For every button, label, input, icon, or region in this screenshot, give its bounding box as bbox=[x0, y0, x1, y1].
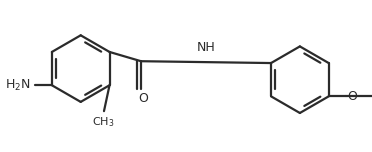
Text: H$_2$N: H$_2$N bbox=[5, 78, 31, 93]
Text: CH$_3$: CH$_3$ bbox=[92, 115, 114, 129]
Text: O: O bbox=[138, 92, 148, 105]
Text: O: O bbox=[347, 90, 357, 103]
Text: NH: NH bbox=[197, 41, 215, 54]
